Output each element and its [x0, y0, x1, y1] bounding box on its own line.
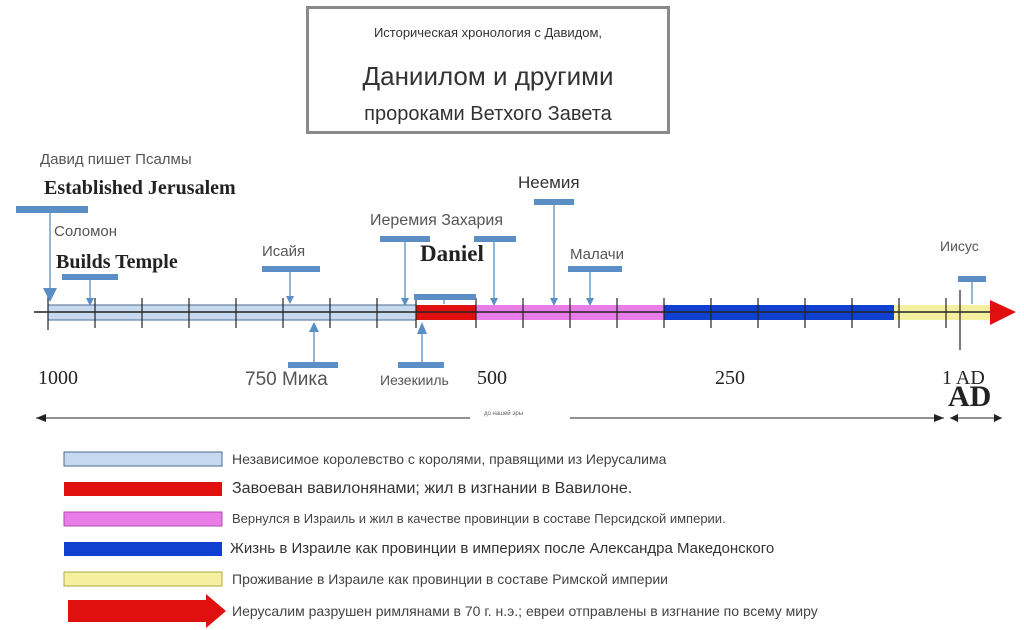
label-david-psalms: Давид пишет Псалмы [40, 151, 192, 168]
label-daniel: Daniel [420, 241, 484, 266]
year-1000: 1000 [38, 367, 78, 389]
label-isaiah: Исайя [262, 243, 306, 260]
legend-text-destroyed: Иерусалим разрушен римлянами в 70 г. н.э… [232, 603, 818, 619]
legend-text-kingdom: Независимое королевство с королями, прав… [232, 451, 667, 467]
label-solomon: Соломон [54, 223, 118, 240]
label-jesus: Иисус [940, 238, 979, 254]
legend-text-persia: Вернулся в Израиль и жил в качестве пров… [232, 511, 726, 526]
timeline-arrowhead [990, 300, 1016, 325]
pointer-lines [49, 205, 973, 362]
title-line-3: пророками Ветхого Завета [364, 103, 612, 125]
title-line-2: Даниилом и другими [362, 61, 614, 91]
legend-text-babylon: Завоеван вавилонянами; жил в изгнании в … [232, 480, 633, 497]
label-malachi: Малачи [570, 246, 624, 263]
label-nehemiah: Неемия [518, 173, 580, 192]
legend-text-roman: Проживание в Израиле как провинции в сос… [232, 571, 668, 587]
label-micah: 750 Мика [245, 369, 328, 390]
legend-swatch-greek [64, 542, 222, 556]
legend-text-greek: Жизнь в Израиле как провинции в империях… [230, 540, 775, 557]
year-1-ad: 1 AD [942, 367, 985, 389]
tick-marks [47, 290, 961, 350]
legend-swatch-roman [63, 571, 223, 587]
legend-swatch-persia [63, 511, 223, 527]
year-250: 250 [715, 367, 745, 389]
label-builds-temple: Builds Temple [56, 251, 178, 273]
bc-caption: до нашей эры [484, 411, 524, 417]
year-500: 500 [477, 367, 507, 389]
pointer-heads [43, 288, 594, 334]
legend-swatch-kingdom [63, 451, 223, 467]
label-ezekiel: Иезекииль [380, 372, 449, 388]
label-established-jerusalem: Established Jerusalem [44, 177, 236, 199]
marker-bars [16, 199, 986, 368]
year-ad: AD [948, 380, 992, 413]
legend-swatch-babylon [64, 482, 222, 496]
label-jeremiah-zechariah: Иеремия Захария [370, 212, 504, 229]
legend-swatch-destroyed [68, 594, 226, 628]
title-line-1: Историческая хронология с Давидом, [373, 25, 603, 40]
title-box: Историческая хронология с Давидом, Дании… [306, 6, 670, 134]
